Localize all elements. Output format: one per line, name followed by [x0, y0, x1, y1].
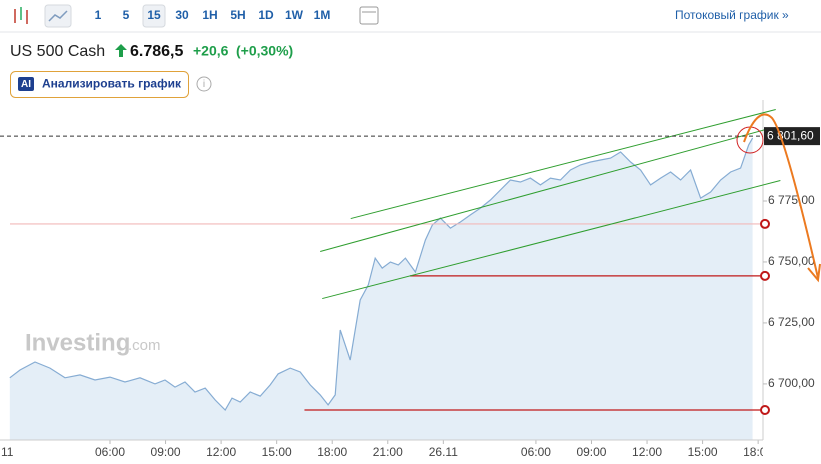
analyze-button[interactable] [10, 71, 189, 98]
interval-button[interactable]: 5H [230, 8, 245, 22]
line-handle [760, 218, 770, 229]
channel-line [320, 129, 766, 252]
interval-button[interactable]: 1H [202, 8, 217, 22]
x-tick-label: 06:00 [95, 445, 125, 459]
interval-button[interactable]: 1W [285, 8, 304, 22]
watermark-brand: Investing [25, 329, 130, 356]
watermark-suffix: .com [128, 337, 161, 354]
price-change: +20,6 [193, 43, 229, 59]
price: 6.786,5 [130, 43, 183, 60]
interval-button[interactable]: 1M [314, 8, 331, 22]
ai-badge-text: AI [21, 79, 31, 90]
info-icon[interactable] [196, 76, 212, 92]
x-tick-label: 18:00 [317, 445, 347, 459]
interval-active [142, 4, 166, 28]
x-tick-label: 12:00 [632, 445, 662, 459]
x-tick-label: 12:00 [206, 445, 236, 459]
candle-icon[interactable] [14, 7, 28, 24]
table-icon[interactable] [359, 6, 379, 25]
x-tick-label: 15:00 [688, 445, 718, 459]
x-tick-label: 06:00 [521, 445, 551, 459]
instrument-name: US 500 Cash [10, 43, 105, 60]
x-tick-label: 21:00 [373, 445, 403, 459]
x-tick-label: 15:00 [262, 445, 292, 459]
price-change-pct: (+0,30%) [236, 43, 293, 59]
y-tick-label: 6 775,00 [768, 193, 815, 207]
interval-button[interactable]: 1 [95, 8, 102, 22]
y-tick-label: 6 725,00 [768, 315, 815, 329]
up-arrow [115, 44, 127, 57]
ai-badge [18, 77, 34, 91]
interval-button[interactable]: 1D [258, 8, 274, 22]
x-tick-label: 18:00 [743, 445, 773, 459]
line-handle [760, 405, 770, 416]
plot: 25.11 06:00 09:00 12:00 15:00 18:00 21:00 26.11… [0, 137, 773, 459]
x-tick-label: 09:00 [576, 445, 606, 459]
analyze-label: Анализировать график [42, 77, 182, 91]
annotation-arrow [743, 113, 821, 283]
channel-line [322, 180, 781, 300]
y-tick-label: 6 700,00 [768, 376, 815, 390]
channel-line [350, 109, 776, 220]
area-fill [9, 138, 753, 440]
area-icon-line [48, 10, 68, 22]
info-icon-text: i [203, 79, 205, 90]
y-tick-label: 6 750,00 [768, 254, 815, 268]
interval-button[interactable]: 30 [175, 8, 189, 22]
stream-link[interactable]: Потоковый график » [675, 8, 789, 22]
x-tick-label: 09:00 [151, 445, 181, 459]
x-tick-label: 25.11 [0, 445, 14, 459]
x-tick-label: 26.11 [429, 445, 458, 459]
interval-button[interactable]: 5 [123, 8, 130, 22]
line-handle [760, 270, 770, 281]
price-line [9, 137, 754, 411]
interval-button[interactable]: 15 [147, 8, 161, 22]
last-price-label: 6 801,60 [767, 128, 814, 142]
